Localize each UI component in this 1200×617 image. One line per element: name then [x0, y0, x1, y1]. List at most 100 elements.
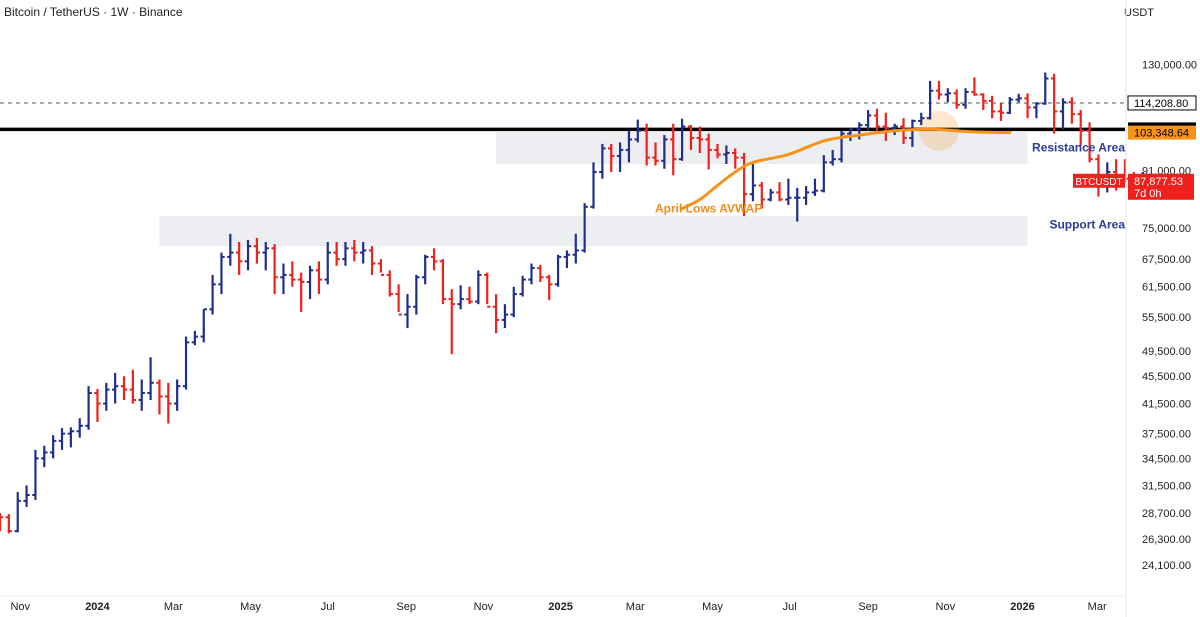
ohlc-bar	[1024, 93, 1031, 119]
ohlc-bar	[421, 254, 429, 285]
ohlc-bar	[32, 449, 39, 500]
ohlc-bar	[1059, 98, 1067, 130]
annotation-resistance-area: Resistance Area	[1032, 140, 1125, 154]
ohlc-bar	[111, 372, 119, 404]
x-tick-label: 2026	[1010, 601, 1034, 613]
ohlc-bar	[953, 89, 960, 109]
ohlc-bar	[484, 272, 491, 308]
y-tick-label: 28,700.00	[1142, 508, 1191, 520]
ohlc-bar	[173, 379, 181, 411]
y-tick-label: 37,500.00	[1142, 429, 1191, 441]
ohlc-bar	[723, 145, 730, 164]
ohlc-bar	[572, 233, 579, 264]
y-tick-label: 55,500.00	[1142, 312, 1191, 324]
ohlc-bar	[962, 88, 969, 109]
y-axis: 130,000.0091,000.0075,000.0067,500.0061,…	[1073, 0, 1197, 617]
ohlc-bar	[156, 379, 163, 415]
ohlc-bar	[457, 285, 464, 310]
x-tick-label: Mar	[1088, 601, 1107, 613]
ohlc-bar	[404, 294, 411, 329]
y-tick-label: 26,300.00	[1142, 534, 1191, 546]
x-tick-label: Nov	[474, 601, 494, 613]
ohlc-bar	[528, 263, 535, 285]
ohlc-bar	[466, 286, 473, 305]
ohlc-bar	[103, 382, 110, 411]
bars-layer	[0, 72, 1155, 534]
ohlc-bar	[377, 259, 385, 276]
annotation-april-lows-avwap: April Lows AVWAP	[655, 201, 762, 215]
ohlc-bar	[944, 88, 952, 103]
currency-label: USDT	[1124, 7, 1154, 19]
y-tick-label: 45,500.00	[1142, 371, 1191, 383]
ohlc-bar	[67, 427, 75, 448]
ohlc-bar	[280, 263, 287, 295]
ohlc-bar	[120, 376, 128, 400]
ohlc-bar	[643, 123, 650, 166]
ohlc-bar	[94, 388, 101, 422]
zone-support	[159, 216, 1028, 247]
price-label-text: 114,208.80	[1134, 98, 1188, 110]
ohlc-bar	[14, 492, 21, 533]
ohlc-bar	[58, 428, 66, 450]
ohlc-bar	[165, 382, 172, 424]
ohlc-bar	[926, 80, 934, 120]
ohlc-bar	[847, 127, 854, 141]
ohlc-bar	[687, 125, 695, 150]
ohlc-bar	[661, 135, 668, 169]
price-label: 114,208.80	[1127, 95, 1197, 111]
ohlc-bar	[182, 336, 190, 390]
ohlc-bar	[652, 142, 659, 166]
ohlc-bar	[634, 119, 641, 143]
x-tick-label: Jul	[321, 601, 335, 613]
y-tick-label: 34,500.00	[1142, 453, 1191, 465]
ohlc-bar	[590, 162, 597, 209]
ohlc-bar	[918, 112, 925, 126]
ohlc-bar	[200, 308, 207, 343]
ohlc-bar	[430, 248, 438, 271]
x-tick-label: Jul	[783, 601, 797, 613]
ohlc-bar	[510, 286, 517, 318]
ohlc-bar	[811, 178, 819, 196]
y-tick-label: 41,500.00	[1142, 399, 1191, 411]
ohlc-bar	[395, 284, 402, 316]
ohlc-bar	[732, 148, 739, 169]
y-tick-label: 61,500.00	[1142, 282, 1191, 294]
annotations-layer: Resistance Area Support Area April Lows AV…	[655, 140, 1125, 231]
ohlc-bar	[935, 80, 943, 100]
ohlc-bar	[386, 270, 393, 297]
ohlc-bar	[227, 233, 234, 266]
ohlc-bar	[147, 357, 154, 400]
ohlc-bar	[1086, 122, 1093, 163]
x-tick-label: Mar	[164, 601, 183, 613]
chart-title: Bitcoin / TetherUS · 1W · Binance	[4, 5, 183, 19]
ohlc-bar	[864, 110, 872, 131]
ohlc-bar	[23, 485, 30, 507]
ohlc-bar	[794, 187, 801, 222]
ohlc-bar	[678, 118, 686, 161]
ohlc-bar	[616, 142, 624, 173]
ohlc-bar	[351, 239, 358, 262]
ohlc-bar	[971, 77, 978, 96]
ohlc-bar	[873, 108, 881, 133]
avwap-line	[680, 127, 1012, 211]
y-tick-label: 49,500.00	[1142, 346, 1191, 358]
ohlc-bar	[271, 244, 278, 295]
ohlc-bar	[820, 155, 828, 193]
ohlc-bar	[554, 254, 562, 287]
ohlc-bar	[714, 143, 721, 159]
ohlc-bar	[599, 143, 606, 179]
ohlc-bar	[253, 237, 261, 264]
ohlc-bar	[492, 294, 500, 334]
ohlc-bar	[218, 252, 225, 295]
x-tick-label: Sep	[396, 601, 416, 613]
price-label-text: 103,348.64	[1134, 128, 1189, 140]
ohlc-bar	[289, 261, 296, 287]
ohlc-bar	[696, 126, 704, 153]
ohlc-bar	[705, 133, 712, 170]
ohlc-bar	[1077, 110, 1084, 146]
ohlc-bar	[262, 242, 269, 271]
x-tick-label: Nov	[936, 601, 956, 613]
avwap-layer	[680, 127, 1012, 211]
